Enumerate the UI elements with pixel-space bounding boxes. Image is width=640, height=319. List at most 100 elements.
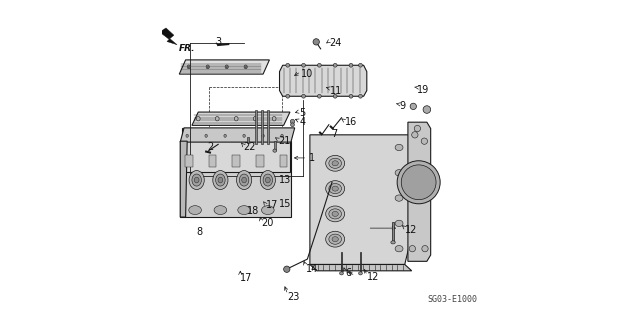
Text: 19: 19	[417, 85, 429, 95]
Polygon shape	[159, 28, 177, 45]
Text: 9: 9	[399, 101, 405, 111]
FancyBboxPatch shape	[256, 155, 264, 167]
FancyBboxPatch shape	[274, 141, 276, 150]
Circle shape	[333, 94, 337, 98]
Ellipse shape	[205, 134, 207, 137]
Ellipse shape	[192, 174, 202, 186]
FancyBboxPatch shape	[185, 155, 193, 167]
FancyBboxPatch shape	[247, 137, 249, 143]
Text: 6: 6	[346, 268, 351, 278]
FancyBboxPatch shape	[209, 155, 216, 167]
Polygon shape	[180, 141, 291, 217]
FancyBboxPatch shape	[267, 109, 269, 144]
Ellipse shape	[207, 66, 209, 68]
Ellipse shape	[266, 177, 270, 183]
Ellipse shape	[188, 66, 189, 68]
FancyBboxPatch shape	[392, 222, 394, 242]
Text: 17: 17	[240, 273, 253, 283]
Circle shape	[333, 63, 337, 67]
FancyBboxPatch shape	[280, 155, 287, 167]
Ellipse shape	[395, 195, 403, 201]
FancyBboxPatch shape	[340, 252, 342, 273]
Ellipse shape	[395, 144, 403, 151]
Circle shape	[412, 132, 418, 138]
Ellipse shape	[395, 170, 403, 176]
Circle shape	[286, 63, 290, 67]
Text: 5: 5	[300, 108, 306, 118]
Ellipse shape	[206, 65, 209, 69]
Ellipse shape	[281, 134, 284, 137]
Text: 23: 23	[288, 292, 300, 302]
Text: 3: 3	[216, 38, 222, 48]
Circle shape	[291, 123, 294, 127]
Circle shape	[284, 266, 290, 272]
Text: 7: 7	[331, 129, 337, 138]
Text: 12: 12	[367, 272, 380, 282]
Ellipse shape	[326, 155, 345, 171]
Circle shape	[313, 39, 319, 45]
Ellipse shape	[329, 234, 342, 244]
Ellipse shape	[218, 177, 223, 183]
Ellipse shape	[238, 206, 250, 214]
Ellipse shape	[237, 171, 252, 189]
Text: 1: 1	[309, 153, 315, 163]
Circle shape	[414, 125, 420, 132]
Text: 10: 10	[301, 69, 313, 79]
FancyBboxPatch shape	[360, 252, 362, 273]
Ellipse shape	[329, 209, 342, 219]
Polygon shape	[179, 60, 269, 74]
Ellipse shape	[226, 66, 227, 68]
Ellipse shape	[272, 116, 276, 121]
Ellipse shape	[186, 134, 188, 137]
Ellipse shape	[260, 171, 275, 189]
Ellipse shape	[395, 246, 403, 252]
Ellipse shape	[189, 171, 204, 189]
Ellipse shape	[196, 116, 200, 121]
Ellipse shape	[234, 116, 238, 121]
Ellipse shape	[332, 211, 339, 216]
Text: 22: 22	[243, 143, 256, 152]
Text: 13: 13	[279, 175, 291, 185]
Ellipse shape	[340, 272, 344, 275]
Ellipse shape	[326, 231, 345, 247]
Ellipse shape	[245, 66, 246, 68]
Ellipse shape	[395, 220, 403, 226]
Text: 4: 4	[300, 117, 305, 127]
Text: 12: 12	[405, 225, 418, 235]
Polygon shape	[180, 128, 294, 142]
Ellipse shape	[332, 237, 339, 242]
Ellipse shape	[263, 174, 273, 186]
Ellipse shape	[326, 181, 345, 197]
Circle shape	[317, 94, 321, 98]
Circle shape	[291, 119, 294, 124]
Text: 11: 11	[330, 85, 342, 96]
Text: SG03-E1000: SG03-E1000	[427, 295, 477, 304]
Circle shape	[397, 161, 440, 204]
Ellipse shape	[329, 158, 342, 168]
Circle shape	[349, 94, 353, 98]
Ellipse shape	[239, 174, 249, 186]
Circle shape	[422, 246, 428, 252]
Text: FR.: FR.	[179, 44, 195, 53]
Ellipse shape	[358, 272, 362, 275]
Polygon shape	[310, 135, 408, 264]
Text: 18: 18	[246, 206, 259, 216]
Polygon shape	[280, 65, 367, 96]
Ellipse shape	[243, 134, 245, 137]
Ellipse shape	[332, 186, 339, 191]
Ellipse shape	[214, 206, 227, 214]
Text: 8: 8	[196, 227, 203, 237]
Text: 15: 15	[279, 199, 291, 209]
Circle shape	[301, 63, 305, 67]
Circle shape	[317, 63, 321, 67]
Polygon shape	[310, 264, 412, 271]
Text: 21: 21	[278, 136, 291, 146]
Polygon shape	[182, 128, 290, 172]
Ellipse shape	[216, 174, 225, 186]
FancyBboxPatch shape	[255, 109, 257, 144]
Circle shape	[410, 103, 417, 109]
Ellipse shape	[244, 65, 247, 69]
Circle shape	[358, 63, 362, 67]
Ellipse shape	[273, 149, 276, 152]
Circle shape	[301, 94, 305, 98]
